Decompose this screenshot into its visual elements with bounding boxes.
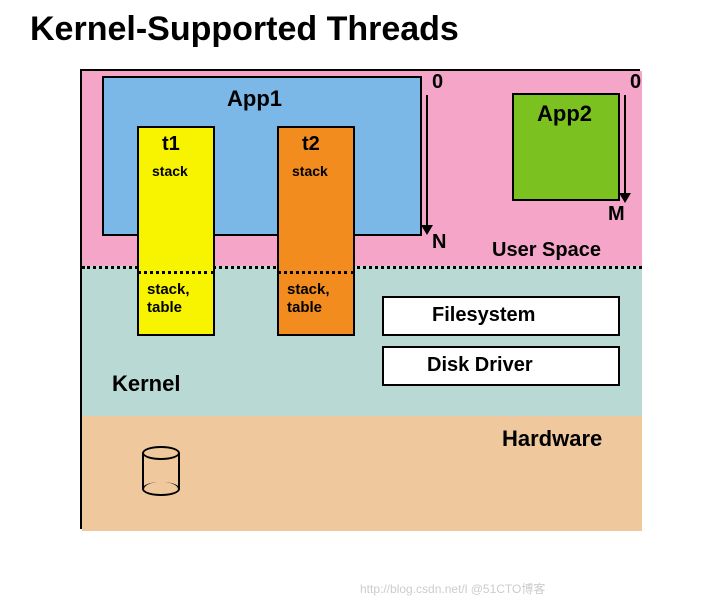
t2-kstack-label: stack, table [287, 281, 330, 317]
disk-icon [142, 446, 180, 496]
t1-name: t1 [162, 133, 180, 156]
app2-label: App2 [537, 101, 592, 127]
t1-dashed [137, 271, 215, 274]
t2-stack-label: stack [292, 163, 328, 179]
page-title: Kernel-Supported Threads [0, 0, 720, 69]
kernel-label: Kernel [112, 371, 180, 397]
watermark-text: http://blog.csdn.net/l @51CTO博客 [360, 580, 545, 597]
arrow-n-top-label: 0 [432, 71, 443, 94]
app1-label: App1 [227, 86, 282, 112]
t1-stack-label: stack [152, 163, 188, 179]
t2-dashed [277, 271, 355, 274]
userspace-label: User Space [492, 239, 601, 262]
arrow-m-top-label: 0 [630, 71, 641, 94]
arrow-m-head [619, 193, 631, 203]
hardware-label: Hardware [502, 426, 602, 452]
t2-name: t2 [302, 133, 320, 156]
arrow-m-bot-label: M [608, 203, 625, 226]
fs-box-label: Filesystem [432, 304, 535, 327]
arrow-m-line [624, 95, 626, 195]
dd-box-label: Disk Driver [427, 354, 533, 377]
threads-diagram: User Space Kernel Hardware App1 App2 t1 stack s… [80, 69, 640, 529]
arrow-n-bot-label: N [432, 231, 446, 254]
arrow-n-line [426, 95, 428, 227]
t1-kstack-label: stack, table [147, 281, 190, 317]
